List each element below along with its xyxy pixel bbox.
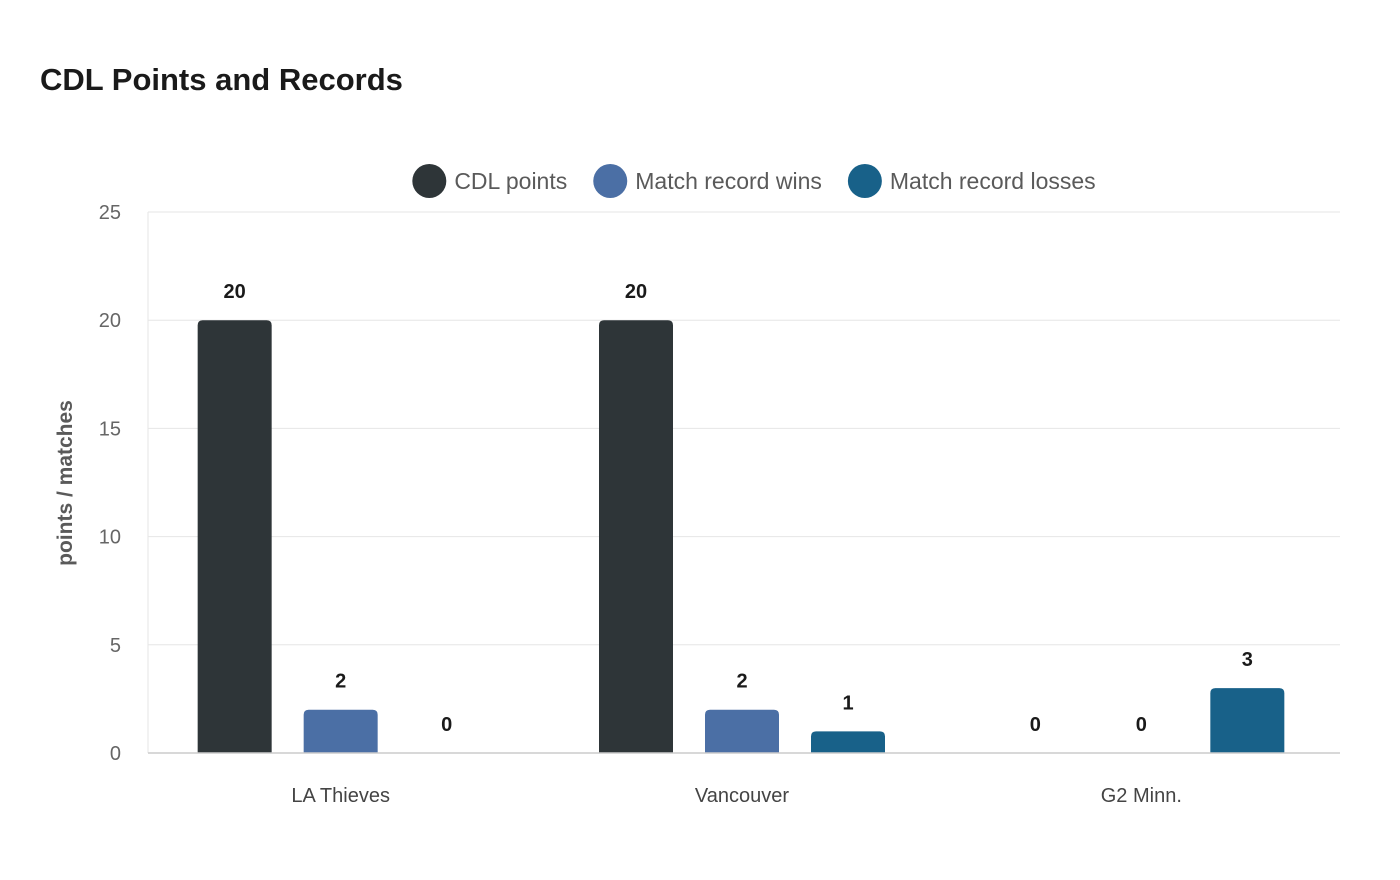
data-label: 1 (842, 692, 853, 714)
legend-swatch (593, 164, 628, 198)
y-tick-label: 5 (110, 635, 121, 657)
y-tick-label: 20 (99, 310, 121, 332)
legend-swatch (847, 164, 882, 198)
data-label: 0 (1030, 714, 1041, 736)
y-tick-label: 15 (99, 418, 121, 440)
x-tick-label: Vancouver (695, 785, 789, 807)
data-label: 0 (1136, 714, 1147, 736)
y-tick-label: 10 (99, 527, 121, 549)
y-tick-label: 0 (110, 743, 121, 765)
x-axis: LA Thieves Vancouver G2 Minn. (148, 752, 1340, 807)
gridlines (148, 211, 1340, 646)
y-tick-label: 25 (99, 202, 121, 224)
bar (811, 731, 885, 753)
bar (1210, 688, 1285, 753)
data-label: 3 (1242, 649, 1253, 671)
data-label: 0 (441, 714, 452, 736)
data-label: 2 (335, 671, 346, 693)
bar (303, 709, 378, 753)
data-label: 2 (736, 671, 747, 693)
legend: CDL points Match record wins Match record … (412, 164, 1096, 198)
bar (599, 320, 673, 753)
y-axis-title: points / matches (54, 400, 77, 566)
x-tick-label: G2 Minn. (1101, 785, 1182, 807)
y-axis: 0 5 10 15 20 25 (99, 202, 149, 765)
bars (197, 320, 1285, 753)
legend-label: Match record losses (890, 168, 1096, 194)
bar (705, 709, 779, 753)
data-label: 20 (625, 281, 647, 303)
legend-label: Match record wins (635, 168, 822, 194)
bar (197, 320, 272, 753)
data-label: 20 (224, 281, 246, 303)
legend-label: CDL points (454, 168, 567, 194)
x-tick-label: LA Thieves (291, 785, 390, 807)
legend-swatch (412, 164, 447, 198)
chart-title: CDL Points and Records (40, 62, 403, 97)
